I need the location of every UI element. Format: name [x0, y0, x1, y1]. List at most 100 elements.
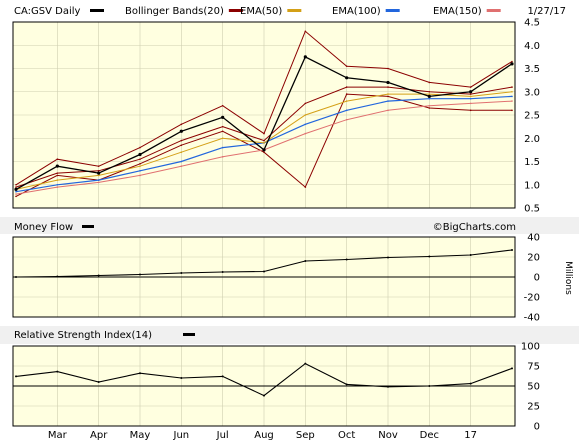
y-tick-label: -40	[524, 313, 540, 324]
rsi-point	[345, 383, 348, 386]
point-ema100	[56, 179, 59, 181]
legend-label: Bollinger Bands(20)	[125, 6, 224, 17]
point-price	[469, 90, 473, 94]
point-ema200	[56, 186, 59, 188]
point-ema150	[56, 183, 59, 186]
point-bb_upper	[56, 158, 59, 160]
y-tick-label: 0.5	[524, 204, 540, 215]
point-ema150	[387, 100, 389, 102]
legend-label: EMA(50)	[240, 6, 282, 17]
symbol-legend-swatch	[90, 9, 104, 12]
y-tick-label: 2.5	[524, 111, 540, 122]
y-tick-label: 75	[527, 362, 540, 373]
point-price	[138, 152, 142, 157]
point-ema150	[469, 97, 472, 100]
rsi-point	[263, 394, 265, 397]
point-price	[97, 171, 101, 175]
point-ema150	[428, 97, 431, 100]
point-ema150	[180, 160, 183, 163]
point-ema150	[139, 170, 141, 172]
point-bb_lower	[511, 109, 513, 112]
point-ema150	[97, 179, 100, 181]
point-bb_upper	[345, 65, 348, 67]
point-ema150	[304, 123, 307, 126]
point-bb_lower	[428, 107, 431, 109]
rsi-point	[221, 375, 224, 378]
rsi-point	[428, 385, 431, 387]
legend-label: EMA(150)	[433, 6, 482, 17]
point-bb_upper	[511, 60, 513, 63]
point-ema200	[469, 102, 472, 105]
point-price	[14, 187, 18, 191]
point-price	[55, 164, 59, 168]
point-bb_lower	[221, 130, 224, 133]
point-ema50	[56, 172, 59, 174]
money-flow-legend-swatch	[82, 225, 94, 228]
symbol-label: CA:GSV Daily	[14, 6, 81, 17]
x-tick-label: Mar	[48, 430, 68, 441]
y-tick-label: 20	[527, 253, 540, 264]
point-bb_upper	[304, 30, 307, 33]
point-bb_lower	[15, 195, 17, 198]
y-tick-label: 2.0	[524, 134, 540, 145]
point-bb_lower	[139, 163, 141, 165]
panel-border	[12, 21, 516, 209]
point-ema100	[139, 165, 141, 167]
rsi-point	[97, 381, 100, 383]
rsi-point	[56, 370, 59, 373]
rsi-point	[511, 367, 513, 370]
point-price	[345, 76, 349, 80]
money-flow-point	[511, 249, 513, 251]
point-ema100	[263, 142, 265, 144]
point-bb_lower	[469, 109, 472, 112]
point-price	[386, 80, 390, 85]
point-ema50	[511, 86, 513, 88]
point-ema200	[97, 181, 100, 184]
point-ema100	[469, 95, 472, 98]
x-tick-label: May	[130, 430, 151, 441]
x-tick-label: Nov	[378, 430, 398, 441]
legend-swatch	[486, 9, 501, 12]
point-bb_upper	[428, 81, 431, 84]
point-price	[179, 129, 183, 133]
point-ema50	[387, 86, 389, 88]
point-price	[221, 115, 225, 119]
rsi-legend-swatch	[183, 333, 195, 336]
point-ema50	[15, 186, 17, 188]
point-bb_lower	[180, 144, 183, 147]
point-ema100	[345, 100, 348, 102]
point-bb_lower	[387, 95, 389, 98]
point-bb_upper	[97, 165, 100, 167]
point-bb_upper	[15, 183, 17, 186]
money-flow-point	[56, 275, 59, 278]
x-tick-label: Aug	[254, 430, 274, 441]
point-ema150	[221, 146, 224, 149]
y-tick-label: 4.0	[524, 41, 540, 52]
point-bb_upper	[139, 146, 141, 149]
y-tick-label: 3.0	[524, 87, 540, 98]
point-ema100	[511, 90, 513, 93]
money-flow-point	[469, 254, 472, 256]
point-ema100	[387, 93, 389, 95]
money-flow-point	[263, 270, 265, 273]
point-bb_lower	[56, 174, 59, 177]
point-ema50	[97, 170, 100, 172]
panel-border	[12, 345, 516, 427]
point-ema50	[469, 93, 472, 95]
point-ema200	[387, 109, 389, 112]
money-flow-point	[387, 256, 389, 259]
x-tick-label: Sep	[296, 430, 315, 441]
y-tick-label: 40	[527, 233, 540, 244]
point-ema100	[97, 174, 100, 177]
point-bb_lower	[263, 151, 265, 153]
money-flow-point	[221, 271, 224, 273]
money-flow-point	[97, 274, 100, 277]
point-ema150	[15, 190, 17, 193]
legend-label: EMA(100)	[332, 6, 381, 17]
point-ema200	[304, 132, 307, 135]
x-tick-label: Apr	[90, 430, 108, 441]
money-flow-point	[304, 260, 307, 262]
money-flow-ylabel: Millions	[563, 261, 573, 295]
